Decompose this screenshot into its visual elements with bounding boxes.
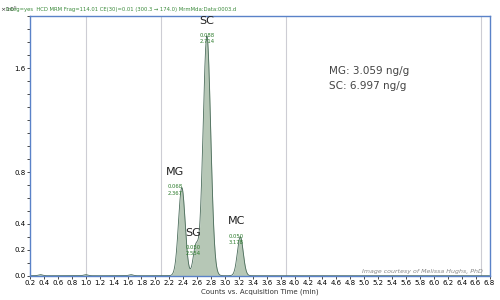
Text: MG: 3.059 ng/g
SC: 6.997 ng/g: MG: 3.059 ng/g SC: 6.997 ng/g (330, 66, 409, 91)
Text: Image courtesy of Melissa Hughs, PhD: Image courtesy of Melissa Hughs, PhD (362, 269, 482, 275)
Text: Integ=yes  HCD MRM Frag=114.01 CE(30)=0.01 (300.3 → 174.0) MrmMda:Data:0003.d: Integ=yes HCD MRM Frag=114.01 CE(30)=0.0… (6, 8, 236, 13)
Text: 0.068
2.367: 0.068 2.367 (168, 184, 182, 196)
Text: 0.050
2.554: 0.050 2.554 (186, 245, 201, 256)
Text: MG: MG (166, 167, 184, 177)
Text: SG: SG (186, 228, 201, 238)
Text: SC: SC (200, 16, 214, 26)
Text: 0.050
3.178: 0.050 3.178 (228, 234, 244, 245)
X-axis label: Counts vs. Acquisition Time (min): Counts vs. Acquisition Time (min) (201, 289, 318, 295)
Text: MC: MC (228, 216, 245, 226)
Text: 0.088
2.714: 0.088 2.714 (200, 33, 214, 44)
Text: ×10$^5$: ×10$^5$ (0, 4, 18, 14)
